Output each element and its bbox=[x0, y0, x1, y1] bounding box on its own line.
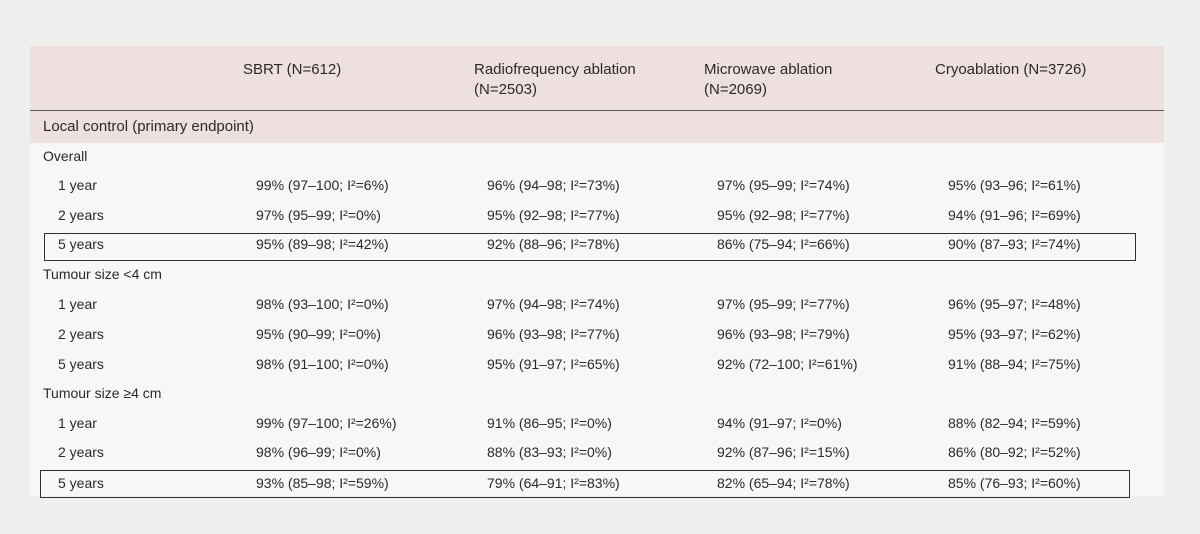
column-header-line2: (N=2503) bbox=[474, 81, 537, 98]
table-cell: 96% (95–97; I²=48%) bbox=[948, 296, 1081, 312]
table-cell: 88% (82–94; I²=59%) bbox=[948, 415, 1081, 431]
table-cell: 95% (90–99; I²=0%) bbox=[256, 326, 381, 342]
column-header-line1: Microwave ablation bbox=[704, 61, 833, 78]
table-cell: 92% (87–96; I²=15%) bbox=[717, 444, 850, 460]
table-cell: 86% (75–94; I²=66%) bbox=[717, 236, 850, 252]
table-header bbox=[30, 46, 1164, 111]
table-cell: 97% (95–99; I²=0%) bbox=[256, 207, 381, 223]
row-label: 5 years bbox=[58, 475, 104, 491]
table-cell: 95% (93–96; I²=61%) bbox=[948, 177, 1081, 193]
column-header-line1: Cryoablation (N=3726) bbox=[935, 61, 1087, 78]
table-cell: 79% (64–91; I²=83%) bbox=[487, 475, 620, 491]
table-cell: 96% (94–98; I²=73%) bbox=[487, 177, 620, 193]
row-label: 5 years bbox=[58, 236, 104, 252]
table-cell: 96% (93–98; I²=79%) bbox=[717, 326, 850, 342]
table-cell: 97% (95–99; I²=74%) bbox=[717, 177, 850, 193]
table-cell: 96% (93–98; I²=77%) bbox=[487, 326, 620, 342]
table-cell: 98% (96–99; I²=0%) bbox=[256, 444, 381, 460]
column-header-line1: SBRT (N=612) bbox=[243, 61, 342, 78]
table-cell: 99% (97–100; I²=26%) bbox=[256, 415, 397, 431]
group-label-overall: Overall bbox=[43, 148, 88, 164]
row-label: 1 year bbox=[58, 415, 97, 431]
table-cell: 95% (89–98; I²=42%) bbox=[256, 236, 389, 252]
table-cell: 91% (86–95; I²=0%) bbox=[487, 415, 612, 431]
row-label: 5 years bbox=[58, 356, 104, 372]
column-header-line2: (N=2069) bbox=[704, 81, 767, 98]
table-cell: 94% (91–97; I²=0%) bbox=[717, 415, 842, 431]
table-cell: 95% (92–98; I²=77%) bbox=[717, 207, 850, 223]
table-cell: 94% (91–96; I²=69%) bbox=[948, 207, 1081, 223]
table-cell: 91% (88–94; I²=75%) bbox=[948, 356, 1081, 372]
table-cell: 90% (87–93; I²=74%) bbox=[948, 236, 1081, 252]
column-header-microwave: Microwave ablation (N=2069) bbox=[704, 60, 832, 100]
column-header-cryoablation: Cryoablation (N=3726) bbox=[935, 60, 1086, 80]
section-bar bbox=[30, 111, 1164, 143]
table-cell: 99% (97–100; I²=6%) bbox=[256, 177, 389, 193]
table-cell: 95% (92–98; I²=77%) bbox=[487, 207, 620, 223]
table-cell: 93% (85–98; I²=59%) bbox=[256, 475, 389, 491]
table-cell: 95% (93–97; I²=62%) bbox=[948, 326, 1081, 342]
highlight-box bbox=[44, 233, 1136, 261]
table-cell: 85% (76–93; I²=60%) bbox=[948, 475, 1081, 491]
section-title: Local control (primary endpoint) bbox=[43, 118, 254, 135]
row-label: 1 year bbox=[58, 177, 97, 193]
table-cell: 82% (65–94; I²=78%) bbox=[717, 475, 850, 491]
column-header-radiofrequency: Radiofrequency ablation (N=2503) bbox=[474, 60, 636, 100]
row-label: 2 years bbox=[58, 207, 104, 223]
table-cell: 97% (95–99; I²=77%) bbox=[717, 296, 850, 312]
table-cell: 98% (93–100; I²=0%) bbox=[256, 296, 389, 312]
row-label: 2 years bbox=[58, 326, 104, 342]
highlight-box bbox=[40, 470, 1130, 498]
group-label-small-tumour: Tumour size <4 cm bbox=[43, 266, 162, 282]
column-header-sbrt: SBRT (N=612) bbox=[243, 60, 341, 80]
table-cell: 88% (83–93; I²=0%) bbox=[487, 444, 612, 460]
row-label: 2 years bbox=[58, 444, 104, 460]
table-cell: 92% (88–96; I²=78%) bbox=[487, 236, 620, 252]
table-cell: 97% (94–98; I²=74%) bbox=[487, 296, 620, 312]
table-cell: 86% (80–92; I²=52%) bbox=[948, 444, 1081, 460]
column-header-line1: Radiofrequency ablation bbox=[474, 61, 636, 78]
group-label-large-tumour: Tumour size ≥4 cm bbox=[43, 385, 162, 401]
table-cell: 98% (91–100; I²=0%) bbox=[256, 356, 389, 372]
table-cell: 95% (91–97; I²=65%) bbox=[487, 356, 620, 372]
table-cell: 92% (72–100; I²=61%) bbox=[717, 356, 858, 372]
row-label: 1 year bbox=[58, 296, 97, 312]
